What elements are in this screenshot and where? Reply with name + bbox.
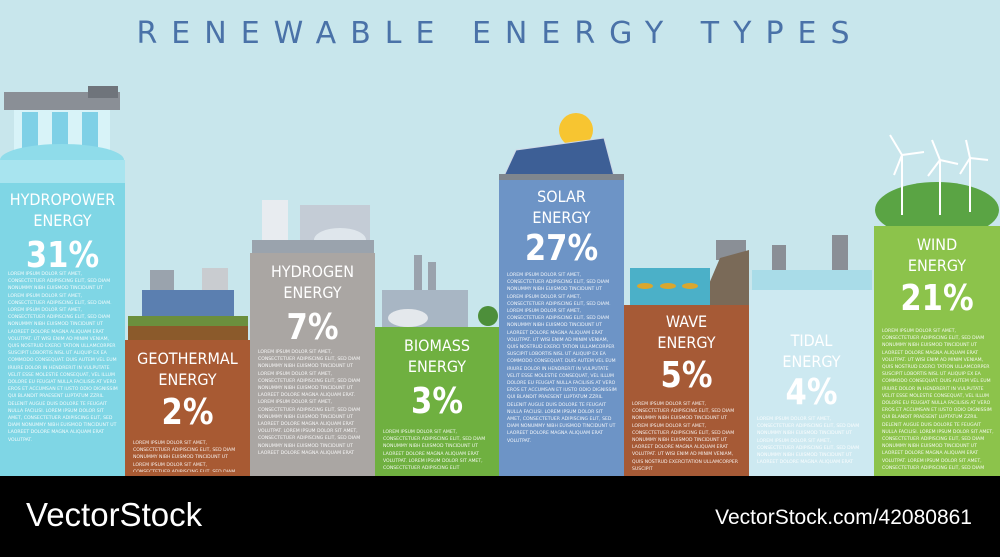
energy-column: HYDROGEN ENERGY 7% LOREM IPSUM DOLOR SIT AM…	[250, 253, 375, 476]
energy-name: ENERGY	[532, 208, 591, 227]
title: RENEWABLE ENERGY TYPES	[136, 16, 864, 51]
energy-text: LOREM IPSUM DOLOR SIT AMET, CONSECTETUER…	[8, 272, 118, 443]
biomass-icon	[382, 255, 498, 328]
energy-percent: 5%	[660, 355, 713, 396]
energy-name: HYDROGEN	[270, 262, 355, 281]
dam-icon	[0, 86, 125, 184]
energy-text: LOREM IPSUM DOLOR SIT AMET, CONSECTETUER…	[882, 329, 994, 471]
energy-column: WIND ENERGY 21% LOREM IPSUM DOLOR SIT AMET,…	[874, 226, 1000, 476]
solar-icon	[499, 113, 624, 182]
wave-icon	[630, 240, 749, 306]
energy-name: ENERGY	[33, 211, 92, 230]
energy-name: ENERGY	[158, 370, 217, 389]
energy-percent: 3%	[411, 381, 463, 422]
energy-text: LOREM IPSUM DOLOR SIT AMET, CONSECTETUER…	[133, 441, 236, 472]
geothermal-icon	[128, 268, 248, 340]
wind-icon	[875, 134, 999, 238]
energy-name: TIDAL	[790, 331, 833, 350]
energy-name: ENERGY	[782, 352, 841, 371]
energy-name: SOLAR	[537, 187, 586, 206]
energy-percent: 27%	[524, 228, 599, 269]
energy-text: LOREM IPSUM DOLOR SIT AMET, CONSECTETUER…	[757, 417, 860, 466]
energy-column: GEOTHERMAL ENERGY 2% LOREM IPSUM DOLOR SIT …	[125, 340, 250, 476]
energy-name: WIND	[916, 235, 958, 254]
energy-name: ENERGY	[283, 283, 342, 302]
energy-column: WAVE ENERGY 5% LOREM IPSUM DOLOR SIT AMET, …	[624, 305, 749, 476]
energy-name: BIOMASS	[403, 336, 471, 355]
energy-text: LOREM IPSUM DOLOR SIT AMET, CONSECTETUER…	[507, 273, 617, 444]
tidal-icon	[752, 235, 872, 290]
hydrogen-icon	[252, 200, 374, 254]
footer: VectorStock VectorStock.com/42080861	[0, 476, 1000, 557]
energy-percent: 21%	[900, 278, 974, 319]
energy-column: HYDROPOWER ENERGY 31% LOREM IPSUM DOLOR SIT…	[0, 183, 125, 476]
energy-percent: 7%	[286, 307, 339, 348]
energy-name: ENERGY	[657, 333, 716, 352]
energy-name: HYDROPOWER	[9, 190, 116, 209]
energy-percent: 31%	[25, 235, 100, 276]
energy-column: BIOMASS ENERGY 3% LOREM IPSUM DOLOR SIT AME…	[375, 327, 499, 476]
energy-text: LOREM IPSUM DOLOR SIT AMET, CONSECTETUER…	[632, 402, 738, 472]
brand: VectorStock	[26, 496, 203, 533]
energy-text: LOREM IPSUM DOLOR SIT AMET, CONSECTETUER…	[383, 430, 486, 472]
energy-column: TIDAL ENERGY 4% LOREM IPSUM DOLOR SIT AMET,…	[749, 290, 874, 476]
energy-column: SOLAR ENERGY 27% LOREM IPSUM DOLOR SIT AMET…	[499, 180, 624, 476]
energy-name: ENERGY	[407, 357, 467, 376]
energy-name: GEOTHERMAL	[137, 349, 238, 368]
energy-name: WAVE	[665, 312, 708, 331]
energy-text: LOREM IPSUM DOLOR SIT AMET, CONSECTETUER…	[258, 350, 361, 456]
image-id: VectorStock.com/42080861	[715, 506, 972, 529]
energy-name: ENERGY	[907, 256, 967, 275]
energy-percent: 2%	[161, 392, 214, 433]
energy-percent: 4%	[785, 372, 838, 413]
